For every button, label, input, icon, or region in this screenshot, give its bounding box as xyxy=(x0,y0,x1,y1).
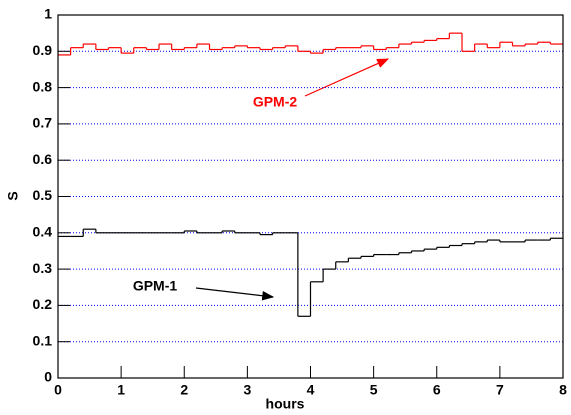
y-tick-label: 0.9 xyxy=(33,42,53,58)
x-tick-label: 1 xyxy=(117,382,125,398)
x-tick-label: 3 xyxy=(243,382,251,398)
y-tick-label: 0.5 xyxy=(33,187,53,203)
annotation: GPM-2 xyxy=(253,94,298,110)
y-tick-label: 0.4 xyxy=(33,224,53,240)
x-tick-label: 0 xyxy=(54,382,62,398)
y-tick-label: 0.7 xyxy=(33,115,53,131)
x-tick-label: 6 xyxy=(433,382,441,398)
x-tick-label: 5 xyxy=(370,382,378,398)
y-tick-label: 0.2 xyxy=(33,296,53,312)
annotation-arrow xyxy=(195,287,275,301)
annotation-arrow xyxy=(304,58,390,97)
y-tick-label: 0.8 xyxy=(33,78,53,94)
y-tick-label: 0.6 xyxy=(33,151,53,167)
y-tick-label: 1 xyxy=(44,6,52,22)
plot-frame xyxy=(57,14,564,379)
x-tick-label: 7 xyxy=(496,382,504,398)
annotation: GPM-1 xyxy=(133,278,178,294)
x-tick-label: 8 xyxy=(559,382,567,398)
y-tick-label: 0.1 xyxy=(33,332,53,348)
x-axis-label: hours xyxy=(266,396,305,412)
y-tick-label: 0.3 xyxy=(33,260,53,276)
y-tick-label: 0 xyxy=(44,369,52,385)
x-tick-label: 2 xyxy=(180,382,188,398)
x-tick-label: 4 xyxy=(307,382,315,398)
y-axis-label: S xyxy=(5,191,21,200)
